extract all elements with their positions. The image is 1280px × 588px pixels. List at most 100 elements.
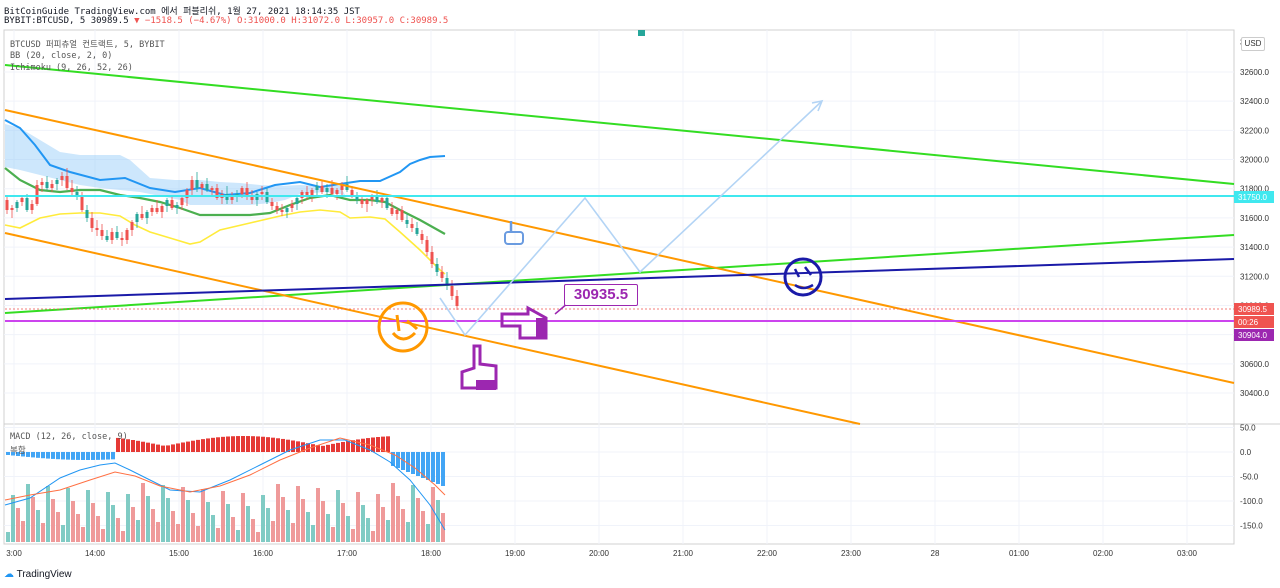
blue-face-icon xyxy=(783,257,823,297)
macd-hist-bar xyxy=(196,439,200,452)
candle-body xyxy=(240,188,244,194)
tradingview-logo[interactable]: ☁ TradingView xyxy=(4,569,72,580)
volume-bar xyxy=(136,520,140,542)
volume-bar xyxy=(61,525,65,542)
volume-bar xyxy=(141,483,145,542)
macd-hist-bar xyxy=(281,438,285,452)
purple-hand-right-icon xyxy=(500,305,548,340)
lower-green-trendline xyxy=(4,234,1235,314)
macd-hist-bar xyxy=(351,440,355,452)
macd-hist-bar xyxy=(211,437,215,452)
volume-bar xyxy=(321,501,325,542)
macd-hist-bar xyxy=(141,441,145,452)
volume-bar xyxy=(396,496,400,542)
volume-bar xyxy=(196,526,200,542)
volume-bar xyxy=(426,524,430,542)
time-tick-label: 23:00 xyxy=(841,549,862,558)
macd-tick-label: -100.0 xyxy=(1240,497,1263,506)
macd-hist-bar xyxy=(16,452,20,456)
candle-body xyxy=(100,230,104,236)
candle-body xyxy=(185,190,189,198)
macd-axis: 50.0 0.0 -50.0 -100.0 -150.0 xyxy=(1240,424,1263,531)
macd-hist-bar xyxy=(241,436,245,452)
macd-tick-label: 50.0 xyxy=(1240,424,1256,433)
price-label-text: 31750.0 xyxy=(1238,193,1267,202)
macd-hist-bar xyxy=(311,444,315,452)
volume-bar xyxy=(251,519,255,542)
macd-hist-bar xyxy=(31,452,35,458)
macd-hist-bar xyxy=(381,436,385,452)
candle-body xyxy=(105,236,109,240)
volume-bar xyxy=(391,483,395,542)
candle-body xyxy=(275,206,279,210)
volume-bar xyxy=(386,520,390,542)
macd-hist-bar xyxy=(91,452,95,460)
volume-bar xyxy=(16,508,20,542)
volume-bar xyxy=(371,531,375,542)
macd-hist-bar xyxy=(201,439,205,452)
macd-hist-bar xyxy=(36,452,40,458)
volume-bar xyxy=(51,499,55,542)
candle-body xyxy=(335,190,339,194)
macd-hist-bar xyxy=(161,445,165,452)
price-tick-label: 32000.0 xyxy=(1240,156,1269,165)
macd-hist-bar xyxy=(226,436,230,452)
macd-hist-bar xyxy=(6,452,10,455)
candle-body xyxy=(440,272,444,278)
volume-bar xyxy=(166,498,170,542)
candle-body xyxy=(435,264,439,272)
macd-hist-bar xyxy=(401,452,405,470)
candle-body xyxy=(170,200,174,208)
candle-body xyxy=(210,188,214,190)
candle-body xyxy=(380,198,384,202)
macd-hist-bar xyxy=(261,436,265,452)
macd-tick-label: -50.0 xyxy=(1240,473,1259,482)
candle-body xyxy=(195,180,199,188)
macd-hist-bar xyxy=(11,452,15,456)
volume-bar xyxy=(156,522,160,542)
legend-macd-sub: 복합 xyxy=(10,446,26,456)
symbol-label: BYBIT:BTCUSD, 5 xyxy=(4,16,86,26)
candle-body xyxy=(215,188,219,198)
volume-bar xyxy=(336,490,340,542)
volume-bar xyxy=(266,508,270,542)
candle-body xyxy=(400,210,404,220)
macd-hist-bar xyxy=(371,437,375,452)
candle-body xyxy=(190,180,194,190)
macd-hist-bar xyxy=(276,438,280,452)
candle-body xyxy=(90,218,94,228)
bollinger-lower xyxy=(4,209,446,275)
candle-body xyxy=(155,208,159,212)
volume-bar xyxy=(201,489,205,542)
macd-hist-bar xyxy=(131,440,135,452)
candle-body xyxy=(350,190,354,196)
macd-hist-bar xyxy=(61,452,65,460)
macd-hist-bar xyxy=(186,441,190,452)
volume-bar xyxy=(406,522,410,542)
macd-hist-bar xyxy=(156,444,160,452)
logo-text: TradingView xyxy=(16,569,72,580)
macd-hist-bar xyxy=(271,437,275,452)
macd-hist-bar xyxy=(71,452,75,460)
candle-body xyxy=(425,240,429,252)
candle-body xyxy=(305,192,309,196)
macd-hist-bar xyxy=(221,436,225,452)
candle-body xyxy=(175,205,179,208)
logo-icon: ☁ xyxy=(4,569,14,580)
volume-bar xyxy=(91,503,95,542)
candle-body xyxy=(95,228,99,230)
price-axis: 32600.0 32400.0 32200.0 32000.0 31800.0 31600… xyxy=(1240,38,1269,398)
volume-bar xyxy=(306,512,310,542)
candle-body xyxy=(345,184,349,190)
candle-body xyxy=(330,188,334,194)
volume-bar xyxy=(261,495,265,542)
volume-bar xyxy=(111,505,115,542)
macd-hist-bar xyxy=(291,440,295,452)
macd-hist-bar xyxy=(151,443,155,452)
candle-body xyxy=(285,208,289,212)
volume-bar xyxy=(341,503,345,542)
currency-button[interactable]: USD xyxy=(1241,37,1265,51)
time-tick-label: 20:00 xyxy=(589,549,610,558)
price-tick-label: 31600.0 xyxy=(1240,214,1269,223)
